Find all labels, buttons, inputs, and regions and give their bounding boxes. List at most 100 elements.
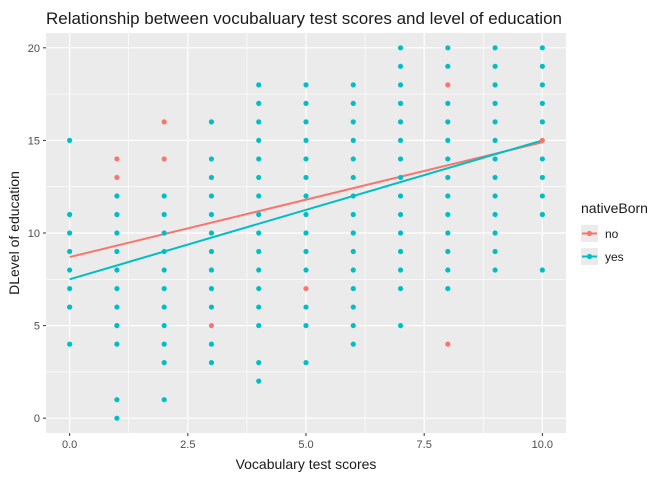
data-point-yes <box>397 156 404 162</box>
data-point-yes <box>208 156 215 162</box>
legend-label-yes: yes <box>605 250 624 264</box>
data-point-yes <box>445 193 451 199</box>
data-point-yes <box>492 193 498 199</box>
y-tick-label: 20 <box>28 43 40 55</box>
data-point-yes <box>303 304 309 310</box>
data-point-yes <box>161 248 167 255</box>
data-point-yes <box>256 304 262 310</box>
data-point-yes <box>303 174 309 181</box>
data-point-yes <box>303 82 309 88</box>
x-tick-label: 0.0 <box>62 439 77 451</box>
data-point-yes <box>539 211 545 218</box>
data-point-yes <box>67 137 73 144</box>
data-point-no <box>208 322 215 329</box>
data-point-yes <box>350 156 356 162</box>
data-point-yes <box>492 211 498 218</box>
data-point-yes <box>256 378 262 384</box>
data-point-yes <box>303 119 309 125</box>
y-axis-ticks: 0 5 10 15 20 <box>28 43 46 425</box>
data-point-yes <box>114 193 120 199</box>
data-point-no <box>445 82 451 88</box>
data-point-yes <box>445 63 451 69</box>
data-point-yes <box>208 119 215 125</box>
data-point-yes <box>303 267 309 273</box>
data-point-yes <box>256 82 262 88</box>
data-point-yes <box>161 230 167 236</box>
data-point-yes <box>161 285 167 292</box>
data-point-yes <box>161 193 167 199</box>
data-point-yes <box>208 341 215 347</box>
data-point-yes <box>397 322 404 329</box>
data-point-yes <box>303 248 309 255</box>
data-point-yes <box>445 137 451 144</box>
trend-lines <box>69 139 543 281</box>
data-point-yes <box>161 211 167 218</box>
data-point-yes <box>350 193 356 199</box>
data-point-yes <box>350 174 356 181</box>
data-point-yes <box>492 156 498 162</box>
data-point-yes <box>539 119 545 125</box>
data-point-yes <box>114 304 120 310</box>
data-point-no <box>445 341 451 347</box>
data-point-yes <box>397 119 404 125</box>
data-point-yes <box>303 156 309 162</box>
trend-line-no <box>69 141 543 259</box>
x-tick-label: 2.5 <box>180 439 195 451</box>
y-axis-title: DLevel of education <box>6 171 22 295</box>
data-point-yes <box>397 193 404 199</box>
data-point-yes <box>67 341 73 347</box>
y-tick-label: 15 <box>28 135 40 147</box>
data-point-yes <box>256 267 262 273</box>
trend-line-yes <box>69 139 543 281</box>
data-point-yes <box>445 100 451 106</box>
data-point-yes <box>492 174 498 181</box>
data-point-yes <box>256 174 262 181</box>
data-point-yes <box>208 193 215 199</box>
data-point-yes <box>161 304 167 310</box>
data-point-yes <box>114 248 120 255</box>
data-point-yes <box>256 230 262 236</box>
data-point-yes <box>208 360 215 366</box>
data-point-yes <box>114 341 120 347</box>
data-point-yes <box>256 360 262 366</box>
data-point-yes <box>350 267 356 273</box>
data-point-yes <box>208 248 215 255</box>
data-point-yes <box>114 285 120 292</box>
data-point-no <box>161 119 167 125</box>
data-point-yes <box>539 100 545 106</box>
data-point-yes <box>67 248 73 255</box>
data-point-yes <box>114 415 120 421</box>
legend-label-no: no <box>605 227 619 241</box>
data-point-yes <box>208 230 215 236</box>
data-point-yes <box>350 248 356 255</box>
data-point-yes <box>397 45 404 51</box>
data-point-yes <box>350 100 356 106</box>
x-axis-title: Vocabulary test scores <box>236 456 377 472</box>
data-point-no <box>114 156 120 162</box>
data-point-yes <box>539 63 545 69</box>
data-point-yes <box>114 397 120 403</box>
data-point-yes <box>492 267 498 273</box>
data-point-yes <box>397 248 404 255</box>
data-point-yes <box>256 137 262 144</box>
data-point-yes <box>303 137 309 144</box>
data-point-yes <box>445 211 451 218</box>
data-point-yes <box>303 211 309 218</box>
data-point-yes <box>208 211 215 218</box>
data-point-yes <box>208 285 215 292</box>
data-point-yes <box>397 137 404 144</box>
data-point-yes <box>350 119 356 125</box>
data-point-yes <box>492 63 498 69</box>
data-point-yes <box>256 211 262 218</box>
data-point-yes <box>350 341 356 347</box>
data-point-yes <box>350 304 356 310</box>
data-point-no <box>303 285 309 292</box>
data-point-yes <box>256 322 262 329</box>
data-point-no <box>161 156 167 162</box>
data-point-yes <box>539 193 545 199</box>
data-point-yes <box>161 397 167 403</box>
data-point-yes <box>67 304 73 310</box>
data-point-no <box>539 137 545 144</box>
data-point-yes <box>397 285 404 292</box>
